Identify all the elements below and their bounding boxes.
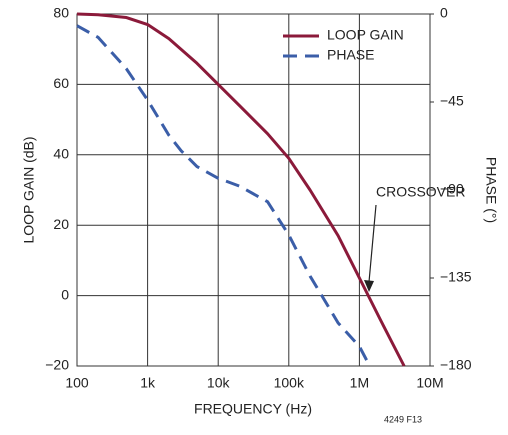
y-tick-label: 60 xyxy=(53,75,69,91)
x-tick-label: 10M xyxy=(416,375,443,391)
y-tick-label: −20 xyxy=(45,357,69,373)
plot-frame xyxy=(76,13,431,367)
legend-label: LOOP GAIN xyxy=(327,27,404,43)
x-tick-label: 1M xyxy=(350,375,369,391)
y2-tick-label: −90 xyxy=(440,181,464,197)
y2-axis-label: PHASE (°) xyxy=(483,157,499,223)
figure-id: 4249 F13 xyxy=(384,414,422,424)
x-tick-label: 10k xyxy=(207,375,231,391)
y-tick-label: 80 xyxy=(53,5,69,21)
y-tick-label: 40 xyxy=(53,146,69,162)
y2-tick-label: −45 xyxy=(440,93,464,109)
x-tick-label: 100 xyxy=(65,375,89,391)
x-tick-label: 1k xyxy=(140,375,156,391)
y2-tick-label: 0 xyxy=(440,5,448,21)
y2-tick-label: −135 xyxy=(440,269,472,285)
y-tick-label: 0 xyxy=(61,286,69,302)
series-line xyxy=(76,12,406,367)
x-tick-label: 100k xyxy=(274,375,305,391)
annotation-arrow xyxy=(368,204,377,283)
annotation-arrowhead xyxy=(364,280,374,292)
legend-label: PHASE xyxy=(327,47,374,63)
annotation: CROSSOVER xyxy=(376,184,465,200)
x-axis-label: FREQUENCY (Hz) xyxy=(194,401,312,417)
y2-tick-label: −180 xyxy=(440,357,472,373)
y-axis-label: LOOP GAIN (dB) xyxy=(21,136,37,243)
y-tick-label: 20 xyxy=(53,216,69,232)
series-line xyxy=(76,24,372,367)
